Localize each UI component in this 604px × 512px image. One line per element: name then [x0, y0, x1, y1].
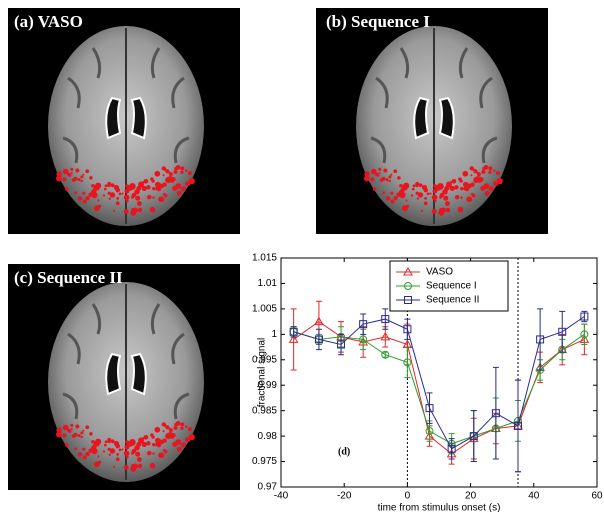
y-tick-label: 1 — [271, 329, 277, 340]
chart: 0.970.9750.980.9850.990.99511.0051.011.0… — [252, 253, 603, 512]
x-tick-label: 20 — [465, 491, 477, 502]
legend-label: Sequence II — [426, 295, 479, 306]
x-tick-label: 60 — [591, 491, 603, 502]
x-tick-label: -40 — [274, 491, 289, 502]
panel-label: (d) — [338, 446, 350, 457]
image-b: (b) Sequence I — [316, 8, 548, 234]
x-tick-label: 0 — [405, 491, 411, 502]
x-axis-label: time from stimulus onset (s) — [378, 503, 501, 512]
y-tick-label: 1.01 — [258, 278, 278, 289]
x-tick-label: -20 — [337, 491, 352, 502]
y-tick-label: 1.015 — [252, 253, 277, 264]
image-c: (c) Sequence II — [8, 264, 240, 490]
caption: (c) Sequence II — [14, 268, 123, 287]
y-tick-label: 0.98 — [258, 431, 278, 442]
legend-label: VASO — [426, 267, 453, 278]
y-tick-label: 0.975 — [252, 456, 277, 467]
y-axis-label: fractional signal — [257, 338, 268, 407]
page: (a) VASO (b) Sequence I (c) Sequence II … — [0, 0, 604, 512]
image-a: (a) VASO — [8, 8, 240, 234]
caption: (b) Sequence I — [326, 12, 430, 31]
x-tick-label: 40 — [528, 491, 540, 502]
legend-label: Sequence I — [426, 281, 477, 292]
y-tick-label: 1.005 — [252, 304, 277, 315]
figure: (a) VASO (b) Sequence I (c) Sequence II … — [0, 0, 604, 512]
caption: (a) VASO — [14, 12, 83, 31]
